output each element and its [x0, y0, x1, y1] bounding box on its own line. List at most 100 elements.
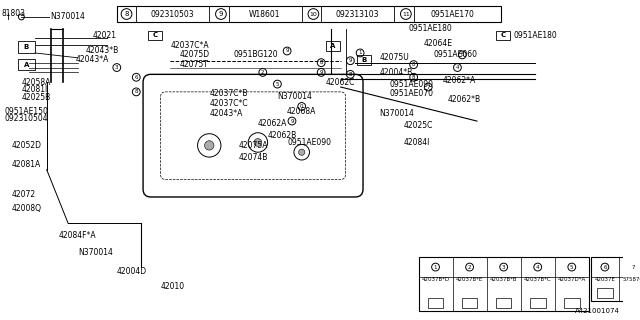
Text: 42043*B: 42043*B — [86, 46, 119, 55]
Text: 57587C: 57587C — [623, 277, 640, 282]
Text: 42052D: 42052D — [12, 141, 42, 150]
Text: 7: 7 — [426, 84, 430, 90]
Bar — [530, 298, 545, 308]
Text: 3: 3 — [502, 265, 506, 269]
Bar — [148, 30, 161, 40]
Text: 0: 0 — [300, 104, 303, 109]
Bar — [462, 298, 477, 308]
Text: 42043*A: 42043*A — [209, 109, 243, 118]
Bar — [419, 257, 589, 311]
Text: 42037B*D: 42037B*D — [422, 277, 449, 282]
Text: 8: 8 — [412, 75, 415, 80]
Circle shape — [205, 141, 214, 150]
Text: 0951AE090: 0951AE090 — [389, 80, 433, 89]
Text: 42062*B: 42062*B — [448, 95, 481, 104]
Bar — [597, 288, 612, 298]
Text: 42075A: 42075A — [239, 141, 268, 150]
Text: 5: 5 — [570, 265, 573, 269]
Text: 42037B*C: 42037B*C — [524, 277, 552, 282]
Text: 42004*B: 42004*B — [380, 68, 413, 77]
Text: 1: 1 — [434, 265, 437, 269]
Bar — [116, 6, 501, 22]
Bar — [17, 59, 35, 70]
Text: 42025C: 42025C — [404, 121, 433, 131]
Circle shape — [299, 149, 305, 155]
Text: 42037C*A: 42037C*A — [170, 41, 209, 50]
Bar — [428, 298, 444, 308]
Text: 42037E: 42037E — [595, 277, 615, 282]
Text: 42037C*C: 42037C*C — [209, 99, 248, 108]
Bar — [625, 288, 640, 298]
Text: 0951AE060: 0951AE060 — [433, 50, 477, 60]
Text: 8: 8 — [461, 52, 464, 57]
Text: 42075U: 42075U — [380, 53, 410, 62]
Text: 42025B: 42025B — [21, 93, 51, 102]
Text: A: A — [330, 43, 335, 49]
Text: 0951AE090: 0951AE090 — [287, 138, 331, 147]
Text: 9: 9 — [349, 58, 352, 63]
Text: A: A — [24, 62, 29, 68]
Text: 5: 5 — [276, 82, 279, 87]
Text: 4: 4 — [456, 65, 459, 70]
Text: 6: 6 — [134, 75, 138, 80]
Text: 42068A: 42068A — [287, 107, 317, 116]
Bar — [326, 41, 340, 51]
Text: W18601: W18601 — [249, 10, 280, 19]
Text: 42084I: 42084I — [404, 138, 430, 147]
Text: 9: 9 — [319, 70, 323, 75]
Text: 42062A: 42062A — [258, 118, 287, 127]
Text: 8: 8 — [412, 62, 415, 67]
Text: 092310504: 092310504 — [5, 114, 49, 123]
Text: 42084F*A: 42084F*A — [58, 231, 96, 240]
Text: 10: 10 — [310, 12, 317, 17]
Text: 0951AE070: 0951AE070 — [389, 89, 433, 98]
Text: 42037D*A: 42037D*A — [557, 277, 586, 282]
Text: N370014: N370014 — [51, 12, 86, 21]
Text: 3: 3 — [115, 65, 118, 70]
Text: 42058A: 42058A — [21, 78, 51, 87]
Text: 42010: 42010 — [161, 282, 185, 291]
Text: N370014: N370014 — [78, 248, 113, 257]
Text: N370014: N370014 — [380, 109, 415, 118]
Bar — [591, 257, 640, 301]
Text: B: B — [362, 57, 367, 63]
Text: 8: 8 — [319, 60, 323, 65]
Text: 42004D: 42004D — [116, 268, 147, 276]
Text: 8: 8 — [349, 72, 352, 77]
Text: 42062B: 42062B — [268, 131, 297, 140]
Circle shape — [254, 139, 262, 146]
Text: N370014: N370014 — [277, 92, 312, 101]
Text: 0951AE170: 0951AE170 — [431, 10, 474, 19]
Text: 9: 9 — [290, 119, 294, 124]
Text: 42062*A: 42062*A — [443, 76, 476, 85]
Text: 42037B*E: 42037B*E — [456, 277, 483, 282]
Text: 42008Q: 42008Q — [12, 204, 42, 213]
Text: 2: 2 — [261, 70, 264, 75]
Text: 11: 11 — [402, 12, 410, 17]
Text: 42037C*B: 42037C*B — [209, 89, 248, 98]
Text: 0951BG120: 0951BG120 — [234, 50, 278, 60]
Text: 092310503: 092310503 — [150, 10, 194, 19]
Text: 8: 8 — [134, 89, 138, 94]
Text: C: C — [152, 32, 157, 38]
Text: 42081I: 42081I — [21, 85, 47, 94]
Text: 42081A: 42081A — [12, 160, 41, 169]
Text: 42072: 42072 — [12, 189, 36, 199]
Text: 42062C: 42062C — [326, 78, 355, 87]
Bar — [497, 30, 510, 40]
Text: 0951AE150: 0951AE150 — [5, 107, 49, 116]
Text: 2: 2 — [468, 265, 471, 269]
Bar — [496, 298, 511, 308]
Text: 8: 8 — [124, 11, 129, 17]
Text: 42064E: 42064E — [424, 39, 452, 48]
Text: 42075T: 42075T — [180, 60, 209, 69]
Text: 42074B: 42074B — [239, 153, 268, 162]
Text: 42021: 42021 — [92, 31, 116, 40]
Text: 42075D: 42075D — [180, 50, 210, 60]
Text: 1: 1 — [358, 51, 362, 55]
Text: 6: 6 — [603, 265, 607, 269]
Text: B: B — [24, 44, 29, 50]
Bar — [564, 298, 580, 308]
Text: C: C — [500, 32, 506, 38]
Bar — [357, 55, 371, 65]
